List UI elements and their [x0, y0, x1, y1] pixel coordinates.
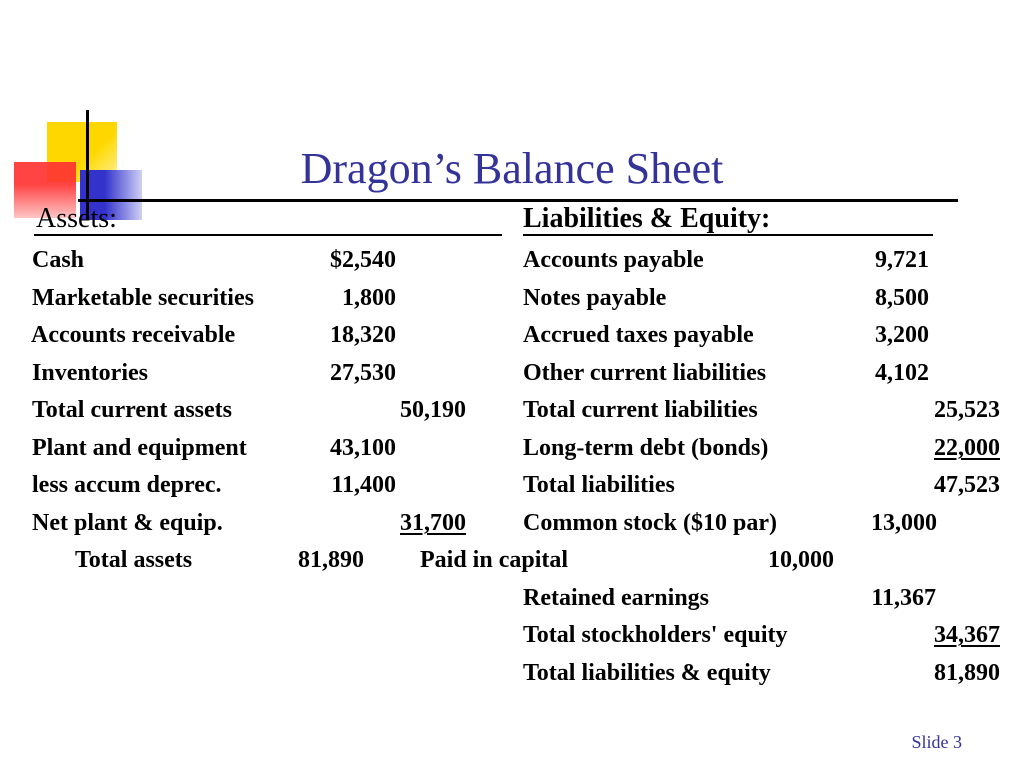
liabilities-row-label: Total stockholders' equity [523, 622, 788, 648]
liabilities-row-value: 3,200 [875, 322, 929, 348]
assets-row-label: less accum deprec. [32, 472, 222, 498]
liabilities-row-label: Notes payable [523, 285, 667, 311]
assets-total-label: Total assets [75, 547, 193, 573]
assets-total-value: 81,890 [298, 547, 364, 573]
liabilities-row-label: Accounts payable [523, 247, 704, 273]
liabilities-row-label: Long-term debt (bonds) [523, 435, 769, 461]
assets-row-label: Plant and equipment [32, 435, 247, 461]
assets-row-label: Total current assets [32, 397, 232, 423]
slide-title: Dragon’s Balance Sheet [300, 144, 724, 193]
red-square [14, 162, 76, 218]
liabilities-row-label: Total current liabilities [523, 397, 758, 423]
slide-number: Slide 3 [911, 732, 962, 752]
assets-heading-underline [34, 234, 502, 236]
liabilities-row-label: Paid in capital [420, 547, 569, 573]
liabilities-row-value: 13,000 [871, 510, 937, 536]
liabilities-row-value: 47,523 [934, 472, 1000, 498]
liabilities-row-label: Accrued taxes payable [523, 322, 754, 348]
slide-decoration [0, 100, 150, 220]
vertical-rule [86, 110, 89, 220]
liabilities-row-label: Total liabilities [523, 472, 675, 498]
blue-square [80, 170, 142, 220]
liabilities-row-value: 34,367 [934, 622, 1000, 648]
liabilities-total-value: 81,890 [934, 660, 1000, 686]
liabilities-row-label: Other current liabilities [523, 360, 767, 386]
assets-heading: Assets: [36, 203, 117, 234]
liabilities-heading: Liabilities & Equity: [523, 203, 771, 234]
assets-row-value: 11,400 [331, 472, 396, 498]
assets-row-value: 27,530 [330, 360, 396, 386]
liabilities-row-value: 25,523 [934, 397, 1000, 423]
assets-row-label: Accounts receivable [31, 322, 236, 348]
liabilities-row-label: Common stock ($10 par) [523, 510, 777, 536]
liabilities-row-value: 8,500 [875, 285, 929, 311]
assets-row-value: 31,700 [400, 510, 466, 536]
assets-row-value: 50,190 [400, 397, 466, 423]
assets-row-label: Marketable securities [32, 285, 254, 311]
assets-row-label: Inventories [32, 360, 148, 386]
assets-row-label: Net plant & equip. [32, 510, 223, 536]
assets-row-value: $2,540 [330, 247, 396, 273]
liabilities-row-label: Retained earnings [523, 585, 709, 611]
liabilities-row-value: 22,000 [934, 435, 1000, 461]
liabilities-row-value: 9,721 [875, 247, 929, 273]
liabilities-row-value: 10,000 [768, 547, 834, 573]
assets-row-label: Cash [32, 247, 85, 273]
assets-row-value: 18,320 [330, 322, 396, 348]
liabilities-heading-underline [523, 234, 933, 236]
assets-row-value: 43,100 [330, 435, 396, 461]
liabilities-row-value: 4,102 [875, 360, 929, 386]
liabilities-total-label: Total liabilities & equity [523, 660, 771, 686]
liabilities-row-value: 11,367 [871, 585, 936, 611]
title-underline [78, 199, 958, 202]
assets-row-value: 1,800 [342, 285, 396, 311]
